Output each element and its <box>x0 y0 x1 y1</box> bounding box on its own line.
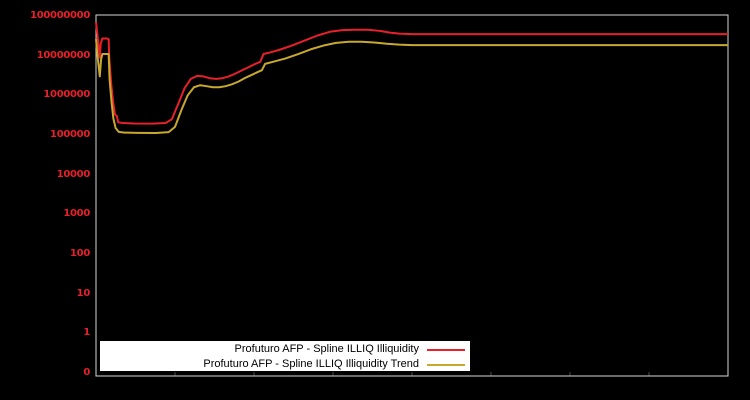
y-axis-tick-label: 10000 <box>56 168 91 180</box>
series-line-1 <box>95 39 728 135</box>
y-axis-tick-label: 0 <box>83 367 90 378</box>
y-axis-tick-label: 1000 <box>63 208 90 220</box>
legend-line-swatch-illiquidity <box>427 348 465 351</box>
y-axis-tick-label: 100000 <box>50 129 90 140</box>
y-axis-tick-label: 10 <box>76 287 91 299</box>
y-axis-tick-label: 1 <box>83 327 90 339</box>
legend-label-illiquidity-trend: Profuturo AFP - Spline ILLIQ Illiquidity… <box>203 358 419 370</box>
y-axis-tick-label: 100 <box>70 248 90 259</box>
chart-legend: Profuturo AFP - Spline ILLIQ Illiquidity… <box>100 341 470 371</box>
y-axis-tick-label: 10000000 <box>36 49 91 61</box>
y-axis-tick-label: 100000000 <box>30 10 90 21</box>
legend-line-swatch-illiquidity-trend <box>427 363 465 366</box>
y-axis-tick-label: 1000000 <box>43 89 90 101</box>
plot-background <box>96 15 728 376</box>
y-axis-tick-labels: 100000000 10000000 1000000 100000 10000 1000 1… <box>0 0 90 400</box>
data-series-layer <box>95 22 728 135</box>
legend-entry: Profuturo AFP - Spline ILLIQ Illiquidity… <box>101 357 469 372</box>
legend-label-illiquidity: Profuturo AFP - Spline ILLIQ Illiquidity <box>234 343 419 355</box>
plot-frame <box>95 14 729 377</box>
series-line-0 <box>95 22 728 125</box>
legend-entry: Profuturo AFP - Spline ILLIQ Illiquidity <box>101 342 469 357</box>
